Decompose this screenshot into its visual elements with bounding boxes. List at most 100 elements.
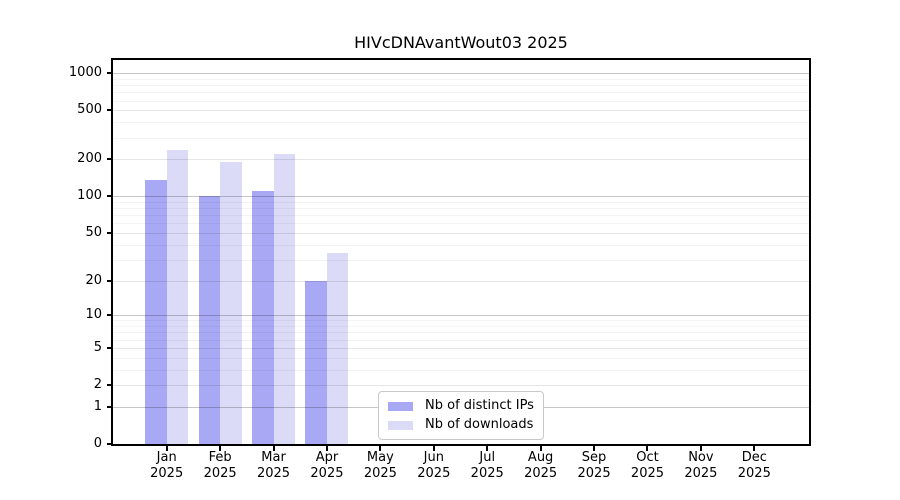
x-tick-label: Jan 2025 (139, 450, 195, 482)
gridline-minor (113, 223, 809, 225)
x-tick-month: Feb (208, 450, 232, 465)
y-tick-label: 20 (85, 272, 102, 288)
y-tick-label: 50 (85, 225, 102, 241)
x-tick-year: 2025 (310, 466, 344, 481)
x-tick-label: Feb 2025 (192, 450, 248, 482)
legend-swatch-distinct-ips (388, 401, 413, 411)
gridline-minor (113, 79, 809, 80)
plot-inner (113, 60, 809, 444)
gridline-minor (113, 85, 809, 87)
gridline-major (113, 315, 809, 317)
legend-entry-distinct-ips: Nb of distinct IPs (388, 398, 534, 414)
bar-ips-jan (145, 180, 167, 444)
y-tick-label: 1000 (68, 65, 102, 81)
gridline-major (113, 73, 809, 75)
x-tick-label: Jun 2025 (406, 450, 462, 482)
gridline-minor (113, 369, 809, 371)
x-tick-month: May (366, 450, 394, 465)
y-tick-label: 100 (77, 188, 102, 204)
x-tick-label: Apr 2025 (299, 450, 355, 482)
x-tick-year: 2025 (150, 466, 184, 481)
x-tick-month: Jan (156, 450, 177, 465)
y-tick-label: 500 (77, 102, 102, 118)
x-tick-mark (539, 446, 542, 451)
x-tick-label: Jul 2025 (459, 450, 515, 482)
x-tick-label: Sep 2025 (566, 450, 622, 482)
y-tick-mark (107, 109, 113, 112)
y-tick-mark (107, 279, 113, 282)
x-tick-year: 2025 (630, 466, 665, 481)
x-tick-year: 2025 (577, 466, 611, 481)
x-tick-label: Mar 2025 (246, 450, 302, 482)
bar-ips-apr (305, 280, 327, 444)
gridline-minor (113, 92, 809, 94)
x-tick-month: Dec (741, 450, 767, 465)
bar-downloads-feb (220, 162, 242, 444)
gridline-minor (113, 357, 809, 359)
y-tick-mark (107, 195, 113, 198)
gridline-minor (113, 100, 809, 102)
y-tick-mark (107, 232, 113, 235)
gridline-medium (113, 280, 809, 282)
x-tick-mark (272, 446, 275, 451)
x-tick-month: Apr (315, 450, 339, 465)
legend: Nb of distinct IPs Nb of downloads (378, 391, 544, 440)
gridline-major (113, 196, 809, 198)
x-tick-month: Nov (688, 450, 714, 465)
x-tick-month: Oct (636, 450, 659, 465)
legend-swatch-downloads (388, 420, 413, 430)
plot-area (111, 58, 811, 446)
legend-label-downloads: Nb of downloads (425, 417, 534, 432)
y-tick-mark (107, 384, 113, 387)
bar-ips-feb (198, 196, 221, 444)
x-tick-month: Jul (479, 450, 496, 465)
x-tick-mark (325, 446, 328, 451)
y-tick-label: 2 (93, 377, 102, 393)
legend-entry-downloads: Nb of downloads (388, 417, 534, 433)
gridline-medium (113, 347, 809, 349)
bar-downloads-jan (166, 149, 189, 444)
x-tick-year: 2025 (256, 466, 291, 481)
x-tick-year: 2025 (524, 466, 558, 481)
y-tick-mark (107, 72, 113, 75)
x-tick-year: 2025 (470, 466, 504, 481)
bar-ips-mar (252, 191, 274, 444)
x-tick-month: Aug (527, 450, 554, 465)
gridline-medium (113, 110, 809, 112)
gridline-minor (113, 215, 809, 217)
x-tick-label: Oct 2025 (619, 450, 675, 482)
x-tick-mark (486, 446, 489, 451)
gridline-medium (113, 159, 809, 161)
y-tick-label: 200 (77, 151, 102, 167)
x-tick-year: 2025 (203, 466, 237, 481)
x-tick-month: Mar (261, 450, 286, 465)
gridline-medium (113, 385, 809, 387)
bar-downloads-mar (273, 154, 296, 444)
gridline-minor (113, 326, 809, 328)
y-tick-label: 5 (93, 339, 102, 355)
gridline-minor (113, 339, 809, 341)
x-tick-year: 2025 (417, 466, 451, 481)
y-tick-label: 1 (93, 398, 102, 414)
x-tick-label: Aug 2025 (513, 450, 569, 482)
legend-label-distinct-ips: Nb of distinct IPs (425, 398, 534, 413)
gridline-minor (113, 320, 809, 322)
x-tick-mark (432, 446, 435, 451)
y-tick-mark (107, 314, 113, 317)
gridline-minor (113, 202, 809, 203)
gridline-minor (113, 244, 809, 246)
y-tick-mark (107, 443, 113, 445)
gridline-minor (113, 332, 809, 334)
x-tick-label: Nov 2025 (673, 450, 729, 482)
y-tick-label: 10 (85, 307, 102, 323)
chart-title: HIVcDNAvantWout03 2025 (354, 33, 568, 52)
gridline-minor (113, 122, 809, 124)
x-tick-mark (753, 446, 756, 451)
x-tick-label: May 2025 (352, 450, 408, 482)
x-tick-mark (379, 446, 382, 451)
x-tick-mark (219, 446, 222, 451)
gridline-minor (113, 208, 809, 210)
bar-downloads-apr (326, 253, 349, 444)
x-tick-mark (699, 446, 702, 451)
